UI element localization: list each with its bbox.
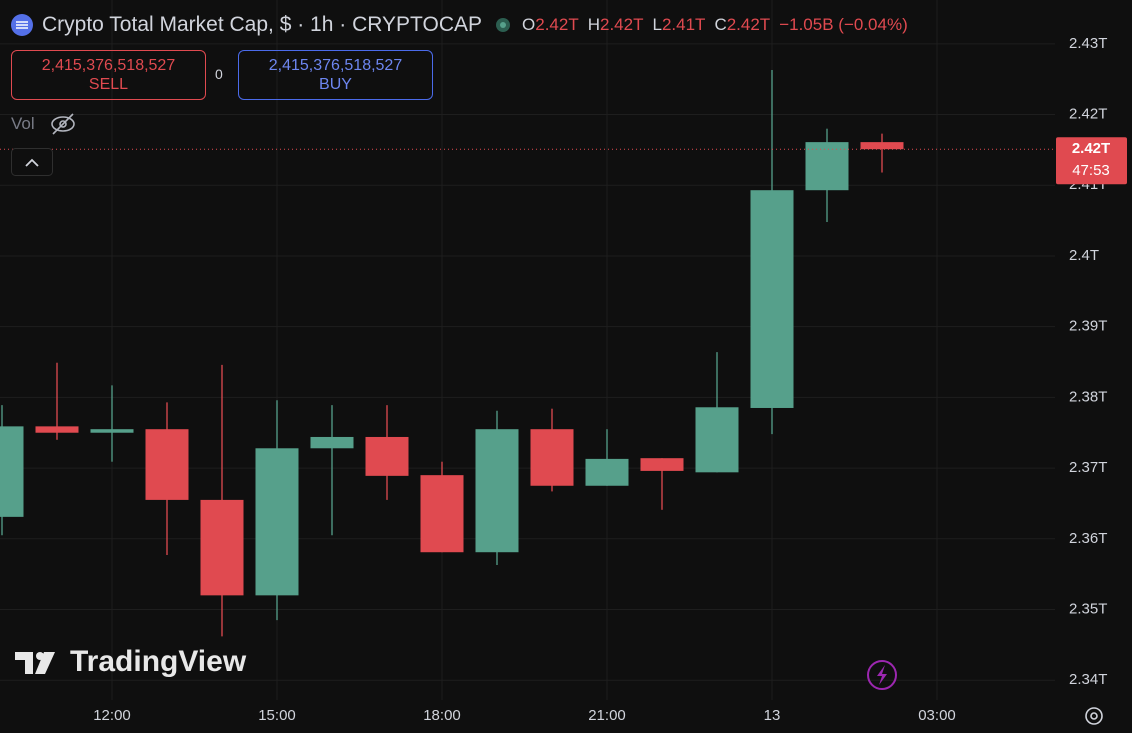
spread: 0 [215,66,223,82]
candle-body [145,429,189,500]
candle-body [585,458,629,486]
collapse-button[interactable] [11,148,53,176]
sell-button[interactable]: 2,415,376,518,527 SELL [11,50,206,100]
candle-body [420,475,464,553]
y-tick-label: 2.4T [1069,247,1099,264]
ohlc-key: C [714,15,727,34]
y-tick-label: 2.35T [1069,600,1107,617]
settings-button[interactable] [1085,707,1103,725]
price-badge-price: 2.42T [1072,140,1110,157]
replay-lightning-button[interactable] [867,660,897,690]
x-tick-label: 21:00 [588,707,626,724]
candle-body [200,499,244,596]
y-tick-label: 2.42T [1069,106,1107,123]
candle-body [695,407,739,473]
y-tick-label: 2.38T [1069,388,1107,405]
x-tick-label: 12:00 [93,707,131,724]
buy-label: BUY [319,76,352,93]
price-change: −1.05B (−0.04%) [779,15,908,34]
candle-body [90,429,134,433]
candle-body [475,429,519,553]
x-tick-label: 13 [764,707,781,724]
candle-body [365,436,409,476]
ohlc-value: 2.41T [661,15,706,34]
ohlc-key: L [652,15,662,34]
candle-body [860,142,904,150]
ohlc-key: H [587,15,600,34]
candle-body [255,448,299,596]
candle-body [805,142,849,191]
ohlc-item: L2.41T [652,15,705,35]
buy-price: 2,415,376,518,527 [268,57,403,74]
ohlc-item: O2.42T [522,15,579,35]
buy-button[interactable]: 2,415,376,518,527 BUY [238,50,433,100]
candle-body [35,426,79,433]
sell-label: SELL [88,76,129,93]
price-badge [1056,137,1127,185]
hide-volume-icon[interactable] [51,113,75,135]
ohlc-key: O [522,15,536,34]
market-status-dot[interactable] [496,18,510,32]
y-tick-label: 2.36T [1069,530,1107,547]
y-tick-label: 2.43T [1069,35,1107,52]
y-tick-label: 2.34T [1069,671,1107,688]
tradingview-logo-icon [15,652,55,674]
symbol-logo-glyph [16,21,28,29]
x-tick-label: 18:00 [423,707,461,724]
tradingview-logo: TradingView [70,645,247,678]
candle-body [750,190,794,408]
candle-body [640,458,684,471]
volume-label: Vol [11,114,35,133]
y-tick-label: 2.39T [1069,318,1107,335]
ohlc-item: H2.42T [588,15,644,35]
sell-price: 2,415,376,518,527 [41,57,176,74]
candle-body [530,429,574,486]
candle-body [310,436,354,449]
candle-body [0,426,24,517]
y-tick-label: 2.37T [1069,459,1107,476]
legend-header: Crypto Total Market Cap, $ · 1h · CRYPTO… [10,10,908,40]
x-tick-label: 03:00 [918,707,956,724]
ohlc-value: 2.42T [600,15,644,34]
ohlc-item: C2.42T [714,15,770,35]
x-tick-label: 15:00 [258,707,296,724]
ohlc-value: 2.42T [535,15,579,34]
symbol-title[interactable]: Crypto Total Market Cap, $ · 1h · CRYPTO… [42,13,482,36]
ohlc-values: O2.42T H2.42T L2.41T C2.42T [522,15,770,35]
price-badge-countdown: 47:53 [1072,162,1110,179]
ohlc-value: 2.42T [726,15,771,34]
